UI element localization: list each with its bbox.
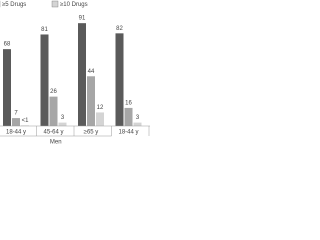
value-label: 82 xyxy=(116,26,123,32)
bar xyxy=(87,76,95,126)
bar xyxy=(40,34,49,126)
value-label: 26 xyxy=(50,89,57,95)
bar xyxy=(133,122,142,126)
group-label: Men xyxy=(50,140,62,146)
bar xyxy=(58,122,67,126)
bar xyxy=(78,23,86,127)
value-label: 7 xyxy=(14,111,18,117)
value-label: 3 xyxy=(61,115,65,121)
bar xyxy=(115,33,124,127)
value-label: 12 xyxy=(97,105,104,111)
value-label: 68 xyxy=(4,42,11,48)
bar xyxy=(96,112,104,126)
page: ≥5 Drugs ≥10 Drugs 68 7 <1 18-44 y 81 26 3 45-64 … xyxy=(0,0,150,150)
legend-label: ≥5 Drugs xyxy=(2,2,26,8)
value-label: <1 xyxy=(22,118,30,124)
value-label: 91 xyxy=(79,16,86,22)
bar xyxy=(12,118,20,126)
legend-swatch xyxy=(51,0,59,8)
x-tick-label: 45-64 y xyxy=(43,130,63,136)
background xyxy=(0,0,150,150)
x-tick-label: 18-44 y xyxy=(118,130,138,136)
bar xyxy=(49,96,58,126)
chart: ≥5 Drugs ≥10 Drugs 68 7 <1 18-44 y 81 26 3 45-64 … xyxy=(0,0,150,150)
bar xyxy=(3,49,11,126)
x-tick-label: 18-44 y xyxy=(6,130,26,136)
value-label: 81 xyxy=(41,27,48,33)
bar xyxy=(124,107,133,126)
x-tick-label: ≥65 y xyxy=(84,130,99,136)
value-label: 3 xyxy=(136,115,140,121)
legend-label: ≥10 Drugs xyxy=(60,2,88,8)
value-label: 16 xyxy=(125,100,132,106)
value-label: 44 xyxy=(88,69,95,75)
